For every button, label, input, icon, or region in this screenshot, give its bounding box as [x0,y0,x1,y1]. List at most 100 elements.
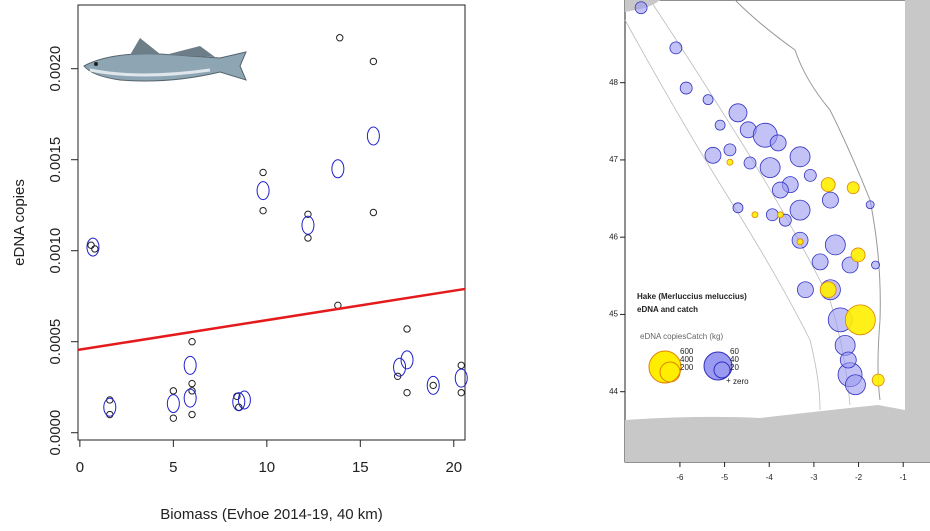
mean-ellipse [366,126,380,146]
edna-bubble [732,202,744,214]
point [188,387,196,395]
point [457,388,465,397]
edna-bubble [824,234,846,256]
edna-bubble [871,260,880,270]
edna-bubble [803,168,817,182]
y-tick-label: 46 [609,232,618,241]
y-tick-label: 0.0000 [47,410,64,456]
fish-illustration [83,38,247,82]
point [304,210,312,219]
catch-bubble [844,304,876,336]
mean-ellipse [232,392,246,412]
x-tick-label: 5 [169,459,177,476]
legend-label: 200 [680,363,694,372]
coastline [734,0,881,401]
catch-bubble [796,238,804,246]
y-tick-label: 0.0020 [47,46,64,92]
catch-bubble [751,211,759,219]
mean-ellipse [183,355,197,375]
y-tick-label: 0.0005 [47,319,64,365]
map-frame [624,0,930,463]
mean-ellipse [256,181,270,201]
x-tick-label: -3 [810,473,818,482]
edna-bubble [743,156,757,170]
edna-bubble [702,94,714,106]
edna-bubble [714,119,726,131]
edna-bubble [811,253,829,271]
point [403,388,411,397]
point [369,57,378,66]
point [169,414,178,422]
edna-bubble [789,146,811,168]
catch-bubble [726,158,734,166]
legend-label: 400 [680,355,694,364]
x-tick-label: 10 [258,459,275,476]
y-axis-label: eDNA copies [11,179,28,266]
x-tick-label: -1 [900,473,908,482]
point [457,361,465,370]
legend-label: 600 [680,347,694,356]
edna-bubble [769,134,787,152]
edna-bubble [839,351,857,369]
legend-symbol [703,351,733,381]
mean-ellipse [400,350,414,370]
legend-label: 60 [730,347,739,356]
legend-symbol [713,361,731,379]
y-tick-label: 47 [609,155,618,164]
zero-label: zero [733,377,749,386]
mean-ellipse [426,375,440,395]
point [91,245,99,253]
point [106,410,114,419]
y-tick-label: 48 [609,78,618,87]
x-tick-label: -2 [855,473,863,482]
y-tick-label: 0.0010 [47,228,64,274]
point [106,396,114,404]
map-subtitle: eDNA and catch [637,305,698,314]
catch-bubble [846,181,860,195]
edna-bubble [669,41,683,55]
edna-bubble [845,374,866,396]
point [188,338,196,346]
legend-symbol [648,350,682,384]
y-tick-label: 0.0015 [47,137,64,183]
catch-bubble [820,177,836,193]
map-title: Hake (Merluccius meluccius) [637,292,747,301]
catch-bubble [777,211,784,219]
edna-bubble [759,157,781,179]
point [259,206,267,215]
x-axis-label: Biomass (Evhoe 2014-19, 40 km) [160,506,383,523]
x-tick-label: 20 [445,459,462,476]
mean-ellipse [393,357,407,377]
edna-bubble [797,281,814,299]
edna-bubble [634,1,648,15]
mean-ellipse [183,388,197,408]
fit-line [77,287,466,352]
y-tick-label: 45 [609,310,618,319]
mean-ellipse [454,368,468,388]
edna-bubble [728,103,748,123]
land [905,0,930,462]
mean-ellipse [166,394,180,414]
edna-bubble [765,208,779,222]
edna-bubble [822,191,839,209]
catch-bubble [850,247,866,263]
x-tick-label: 15 [352,459,369,476]
catch-bubble [819,281,837,299]
point [429,381,437,390]
point [188,379,196,388]
edna-bubble [704,146,722,164]
mean-ellipse [301,215,315,235]
mean-ellipse [331,159,345,179]
edna-bubble [723,143,737,157]
mean-ellipse [237,390,251,410]
edna-bubble [789,199,811,221]
land [625,405,905,462]
edna-bubble [679,81,693,95]
x-tick-label: -4 [766,473,774,482]
legend-label: 40 [730,355,739,364]
point [369,208,378,217]
point [169,387,178,395]
zero-marker: + [726,376,731,385]
